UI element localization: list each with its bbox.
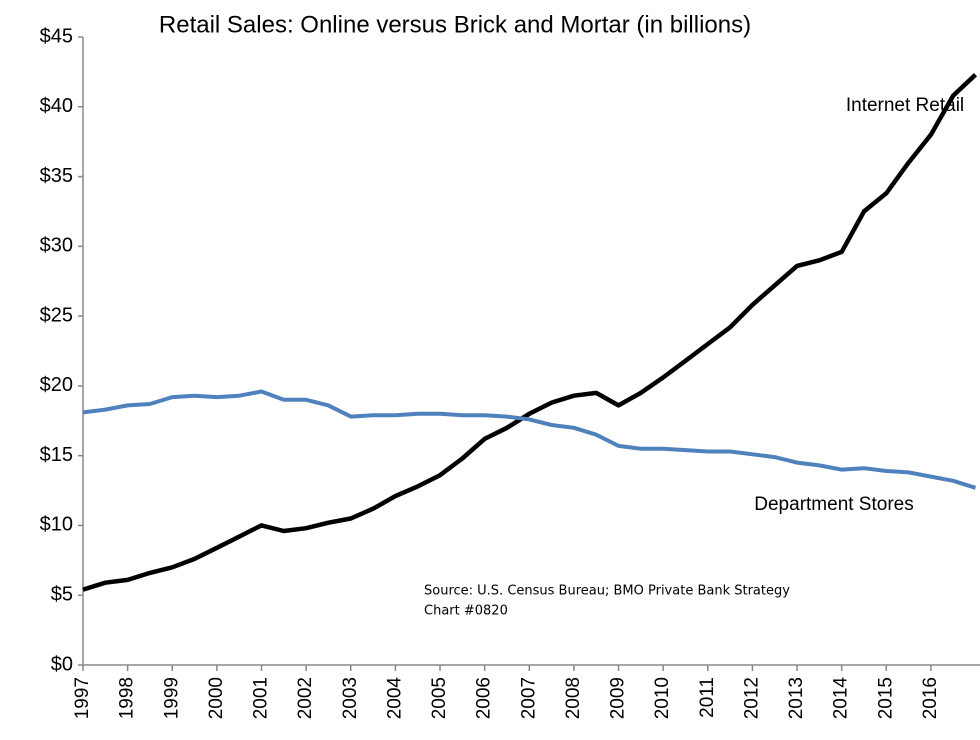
- x-tick-label: 2000: [206, 677, 227, 719]
- y-tick-label: $20: [40, 374, 73, 396]
- x-tick-label: 2001: [251, 677, 272, 719]
- x-tick-label: 2004: [384, 677, 405, 720]
- y-tick-label: $5: [51, 584, 73, 606]
- x-tick-label: 2003: [340, 677, 361, 719]
- series-line: [82, 73, 978, 592]
- x-tick-label: 2009: [608, 677, 629, 719]
- y-tick-label: $10: [40, 514, 73, 536]
- x-tick-label: 2002: [295, 677, 316, 719]
- x-tick-label: 1998: [117, 677, 138, 719]
- x-tick-label: 2015: [875, 677, 896, 719]
- x-tick-label: 2010: [652, 677, 673, 719]
- x-tick-label: 2008: [563, 677, 584, 719]
- x-tick-label: 2014: [831, 677, 852, 720]
- y-tick-label: $30: [40, 235, 73, 257]
- x-tick-label: 1999: [161, 677, 182, 719]
- x-tick-label: 2007: [518, 677, 539, 719]
- y-tick-label: $35: [40, 165, 73, 187]
- chart-id: Chart #0820: [424, 604, 508, 619]
- series-line: [82, 389, 977, 490]
- x-tick-label: 1997: [72, 677, 93, 719]
- y-tick-label: $25: [40, 304, 73, 326]
- y-tick-label: $45: [40, 25, 73, 47]
- y-tick-label: $0: [51, 653, 73, 675]
- series-label: Department Stores: [754, 494, 913, 515]
- series-label: Internet Retail: [846, 95, 964, 116]
- x-tick-label: 2005: [429, 677, 450, 719]
- y-tick-label: $15: [40, 444, 73, 466]
- y-tick-label: $40: [40, 95, 73, 117]
- x-tick-label: 2011: [697, 677, 718, 718]
- x-tick-label: 2016: [920, 677, 941, 719]
- source-note: Source: U.S. Census Bureau; BMO Private …: [424, 584, 790, 599]
- x-tick-label: 2006: [474, 677, 495, 719]
- x-tick-label: 2013: [786, 677, 807, 719]
- x-tick-label: 2012: [741, 677, 762, 719]
- chart-title: Retail Sales: Online versus Brick and Mo…: [159, 11, 751, 38]
